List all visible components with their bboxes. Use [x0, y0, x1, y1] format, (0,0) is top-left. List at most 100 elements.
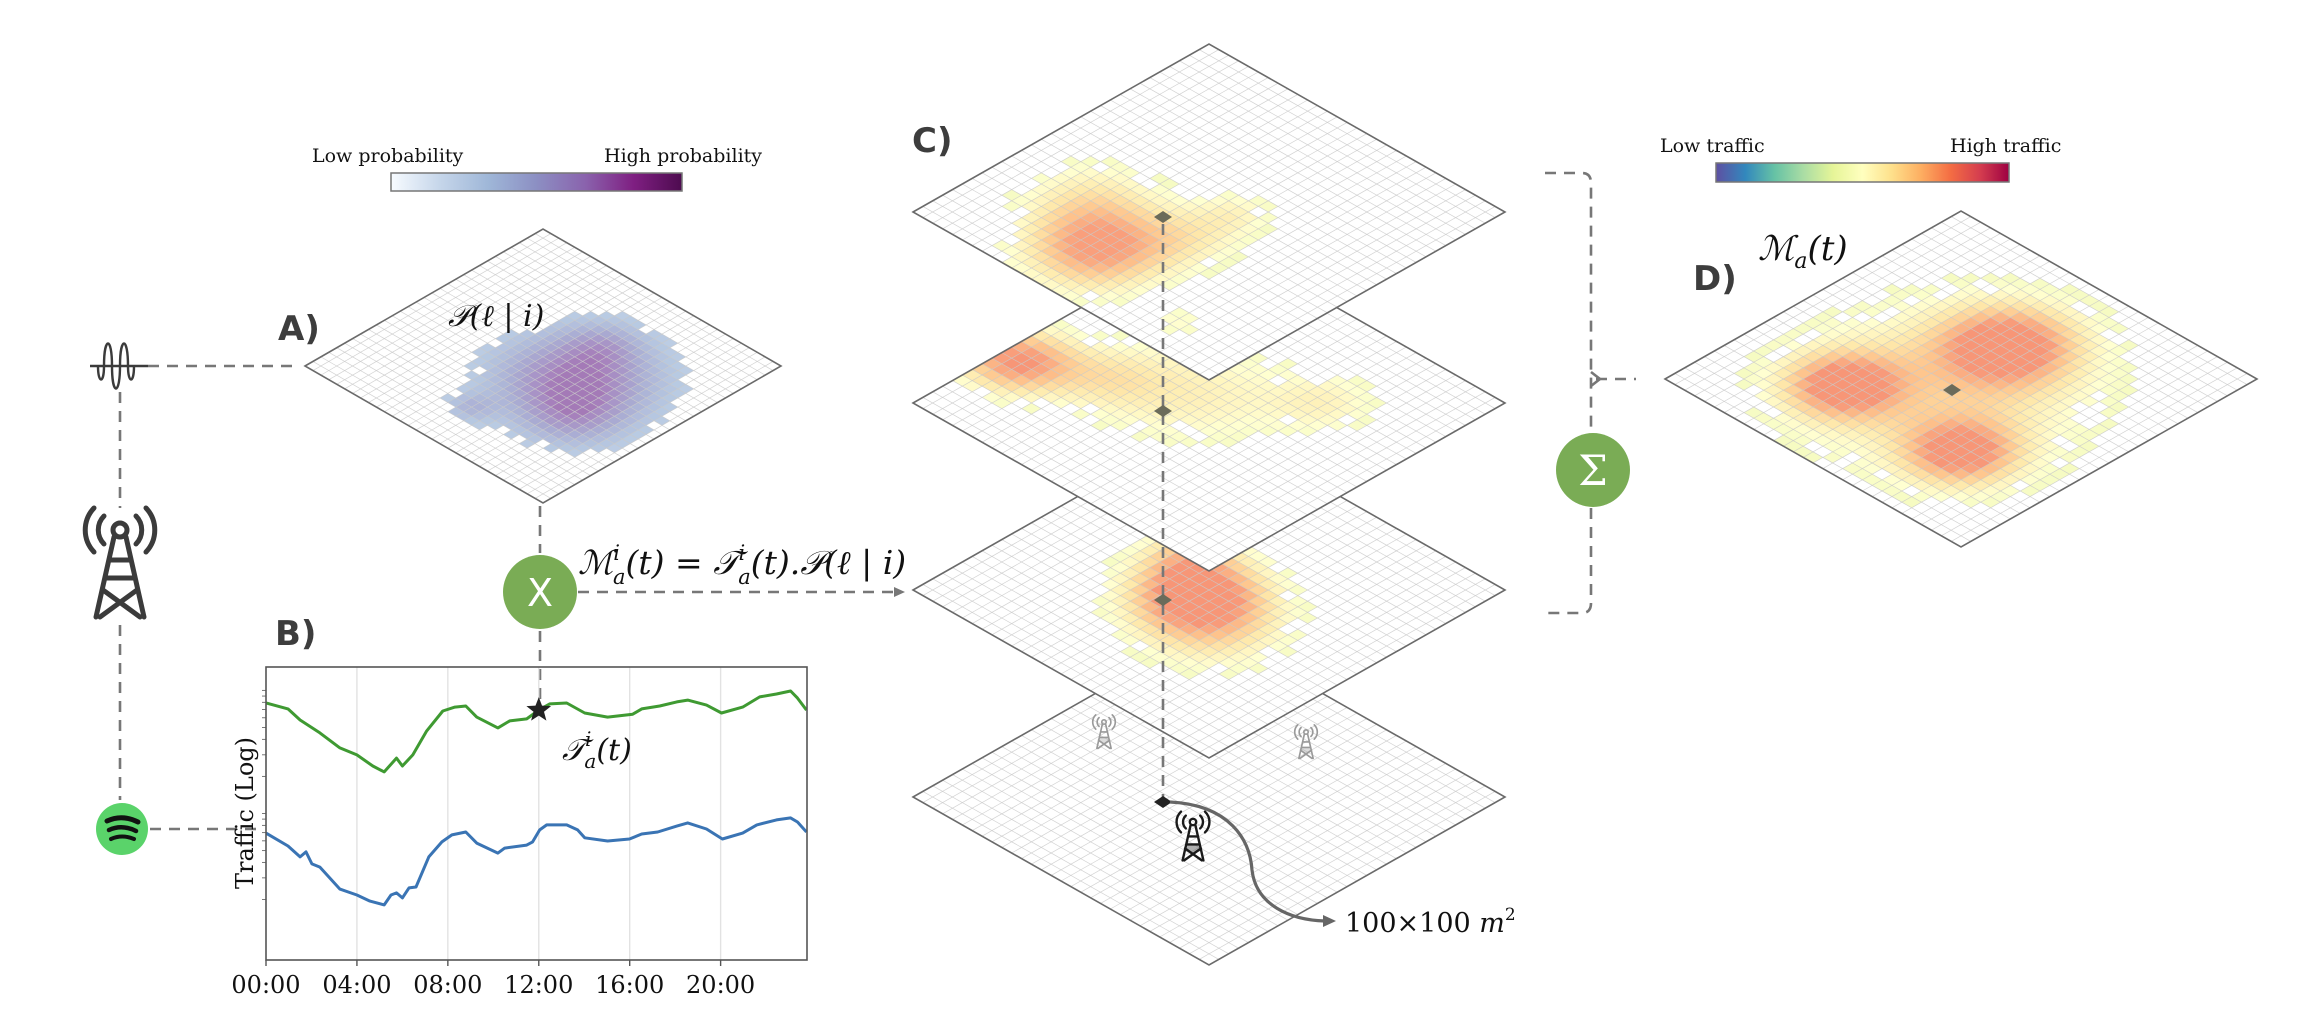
heat-cell — [1169, 228, 1190, 240]
heat-cell — [1169, 573, 1190, 585]
aggregate-grid-gridlines — [1674, 216, 2248, 542]
heat-cell — [654, 388, 670, 398]
x-tick-label: 20:00 — [686, 971, 755, 999]
eq-equals: = — [665, 543, 714, 582]
heat-cell — [1980, 395, 2001, 407]
heat-cell — [2039, 351, 2060, 363]
heat-cell — [1743, 407, 1764, 419]
heat-cell — [1862, 407, 1883, 419]
heat-cell — [487, 402, 504, 412]
heat-cell — [1921, 306, 1942, 318]
heat-cell — [1169, 195, 1190, 207]
cell-size-arrow-head — [1323, 915, 1336, 927]
heat-cell — [1832, 345, 1853, 357]
heat-cell — [1110, 419, 1131, 431]
heat-cell — [1080, 391, 1101, 403]
x-tick-label: 04:00 — [322, 971, 391, 999]
heat-cell — [1080, 380, 1101, 392]
service-layer-2-gridlines — [922, 240, 1496, 566]
heat-cell — [1832, 446, 1853, 458]
heat-cell — [1021, 380, 1042, 392]
heat-cell — [1921, 395, 1942, 407]
x-tick-label: 00:00 — [231, 971, 300, 999]
heat-cell — [1169, 318, 1190, 330]
panel-a-label: A) — [278, 309, 320, 349]
layer-axis — [1154, 211, 1172, 808]
layer-center-marker — [1154, 594, 1172, 606]
heat-cell — [1921, 328, 1942, 340]
heat-cell — [1169, 562, 1190, 574]
service-layer-3-gridlines — [922, 427, 1496, 753]
panel-b-label: B) — [275, 614, 316, 654]
signal-wave-icon — [90, 342, 148, 390]
heat-cell — [2069, 423, 2090, 435]
heat-cell — [1891, 435, 1912, 447]
cell-tower-icon — [1175, 810, 1211, 862]
probability-colorbar: Low probability High probability — [312, 145, 762, 192]
heat-cell — [1080, 358, 1101, 370]
chart-annotation: 𝒯i a(t) — [562, 727, 632, 773]
heat-cell — [1980, 351, 2001, 363]
heat-cell — [654, 334, 670, 344]
traffic-chart: 00:00 04:00 08:00 12:00 16:00 20:00 Traffic (… — [231, 666, 808, 999]
heat-cell — [1139, 347, 1160, 359]
equation-text: ℳi a(t) = 𝒯i a(t).𝒫(ℓ | i) — [578, 541, 906, 589]
heat-cell — [1773, 401, 1794, 413]
heat-cell — [2010, 423, 2031, 435]
heat-cell — [1228, 195, 1249, 207]
multiply-operator: X — [503, 555, 577, 629]
heat-cell — [2039, 451, 2060, 463]
annot-sup: i — [585, 727, 591, 751]
annot-arg: (t) — [596, 733, 631, 768]
heat-cell — [1228, 584, 1249, 596]
heat-cell — [1980, 407, 2001, 419]
cell-size-label: 100×100 m2 — [1345, 905, 1516, 939]
eq-rhs-sub: a — [738, 565, 751, 589]
heat-cell — [1021, 347, 1042, 359]
chart-frame — [265, 666, 808, 961]
heat-cell — [2099, 407, 2119, 419]
heat-cell — [1169, 584, 1190, 596]
bracket-arrow — [1590, 370, 1603, 388]
heat-cell — [1169, 307, 1190, 319]
heat-cell — [1080, 256, 1101, 268]
heat-cell — [1921, 362, 1942, 374]
heat-cell — [1080, 347, 1101, 359]
heat-cell — [1773, 367, 1794, 379]
heat-cell — [1980, 328, 2001, 340]
heat-cell — [2069, 367, 2090, 379]
heat-cell — [1317, 391, 1338, 403]
equation: ℳi a(t) = 𝒯i a(t).𝒫(ℓ | i) — [578, 541, 906, 589]
heat-cell — [1021, 369, 1042, 381]
heat-cell — [1169, 651, 1190, 663]
heat-cell — [1169, 629, 1190, 641]
heat-cell — [2069, 323, 2090, 335]
heat-cell — [463, 388, 480, 398]
probability-formula: 𝒫(ℓ | i) — [448, 299, 544, 334]
heat-cell — [1921, 384, 1942, 396]
layer-center-marker — [1154, 405, 1172, 417]
heat-cell — [1921, 373, 1942, 385]
service-layer-3 — [911, 421, 1507, 759]
star-marker — [526, 697, 552, 721]
aggregate-grid-border — [1663, 210, 2259, 548]
heat-cell — [1862, 463, 1883, 475]
heat-cell — [1021, 358, 1042, 370]
heat-cell — [1980, 496, 2001, 508]
chart-y-axis-label: Traffic (Log) — [231, 737, 259, 889]
heat-cell — [1980, 463, 2001, 475]
heat-cell — [1228, 595, 1249, 607]
heat-cell — [1832, 390, 1853, 402]
connectors — [118, 171, 1636, 831]
heat-cell — [1773, 412, 1794, 424]
heat-cell — [1317, 414, 1338, 426]
probability-colorbar-bar — [390, 172, 683, 192]
heat-cell — [1228, 629, 1249, 641]
heat-cell — [1891, 423, 1912, 435]
heat-cell — [1228, 618, 1249, 630]
heat-cell — [1921, 283, 1942, 295]
heat-cell — [535, 402, 551, 412]
panel-d-label: D) — [1693, 259, 1737, 299]
heat-cell — [1773, 356, 1794, 368]
